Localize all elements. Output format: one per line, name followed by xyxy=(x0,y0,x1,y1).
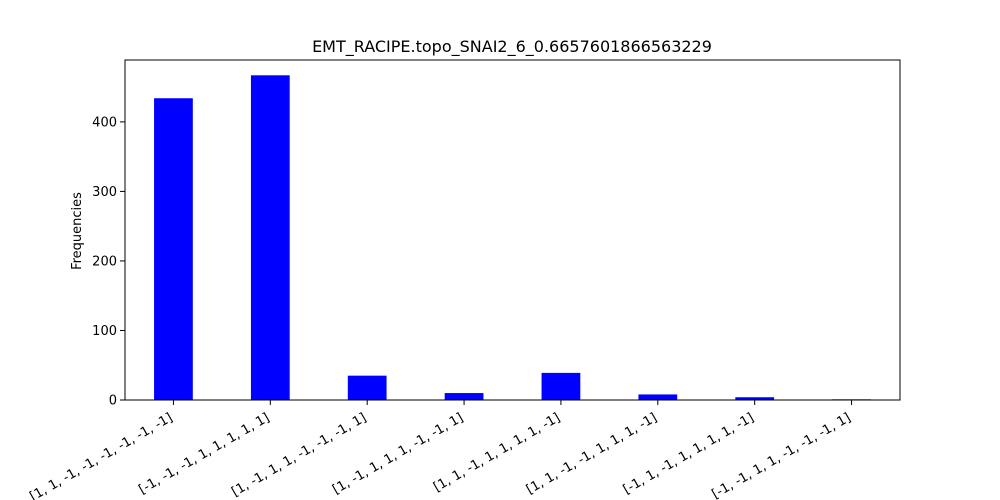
bar-3 xyxy=(444,393,484,400)
bar-5 xyxy=(638,394,678,400)
y-tick-label-1: 100 xyxy=(92,324,117,339)
bar-6 xyxy=(735,397,775,400)
plot-frame xyxy=(124,59,901,401)
bars-group xyxy=(154,75,871,401)
chart-title: EMT_RACIPE.topo_SNAI2_6_0.66576018665632… xyxy=(312,37,712,57)
y-tick-label-4: 400 xyxy=(92,115,117,130)
bar-0 xyxy=(154,98,193,401)
bar-2 xyxy=(347,375,387,400)
bar-4 xyxy=(541,372,581,400)
y-tick-label-2: 200 xyxy=(92,254,117,269)
x-axis: [1, 1, -1, -1, -1, -1, -1, -1][-1, -1, -… xyxy=(27,400,854,500)
y-axis-label: Frequencies xyxy=(70,192,85,270)
y-tick-label-3: 300 xyxy=(92,185,117,200)
y-axis: 0 100 200 300 400 xyxy=(92,115,125,409)
y-tick-label-0: 0 xyxy=(109,394,117,409)
bar-1 xyxy=(250,75,290,401)
